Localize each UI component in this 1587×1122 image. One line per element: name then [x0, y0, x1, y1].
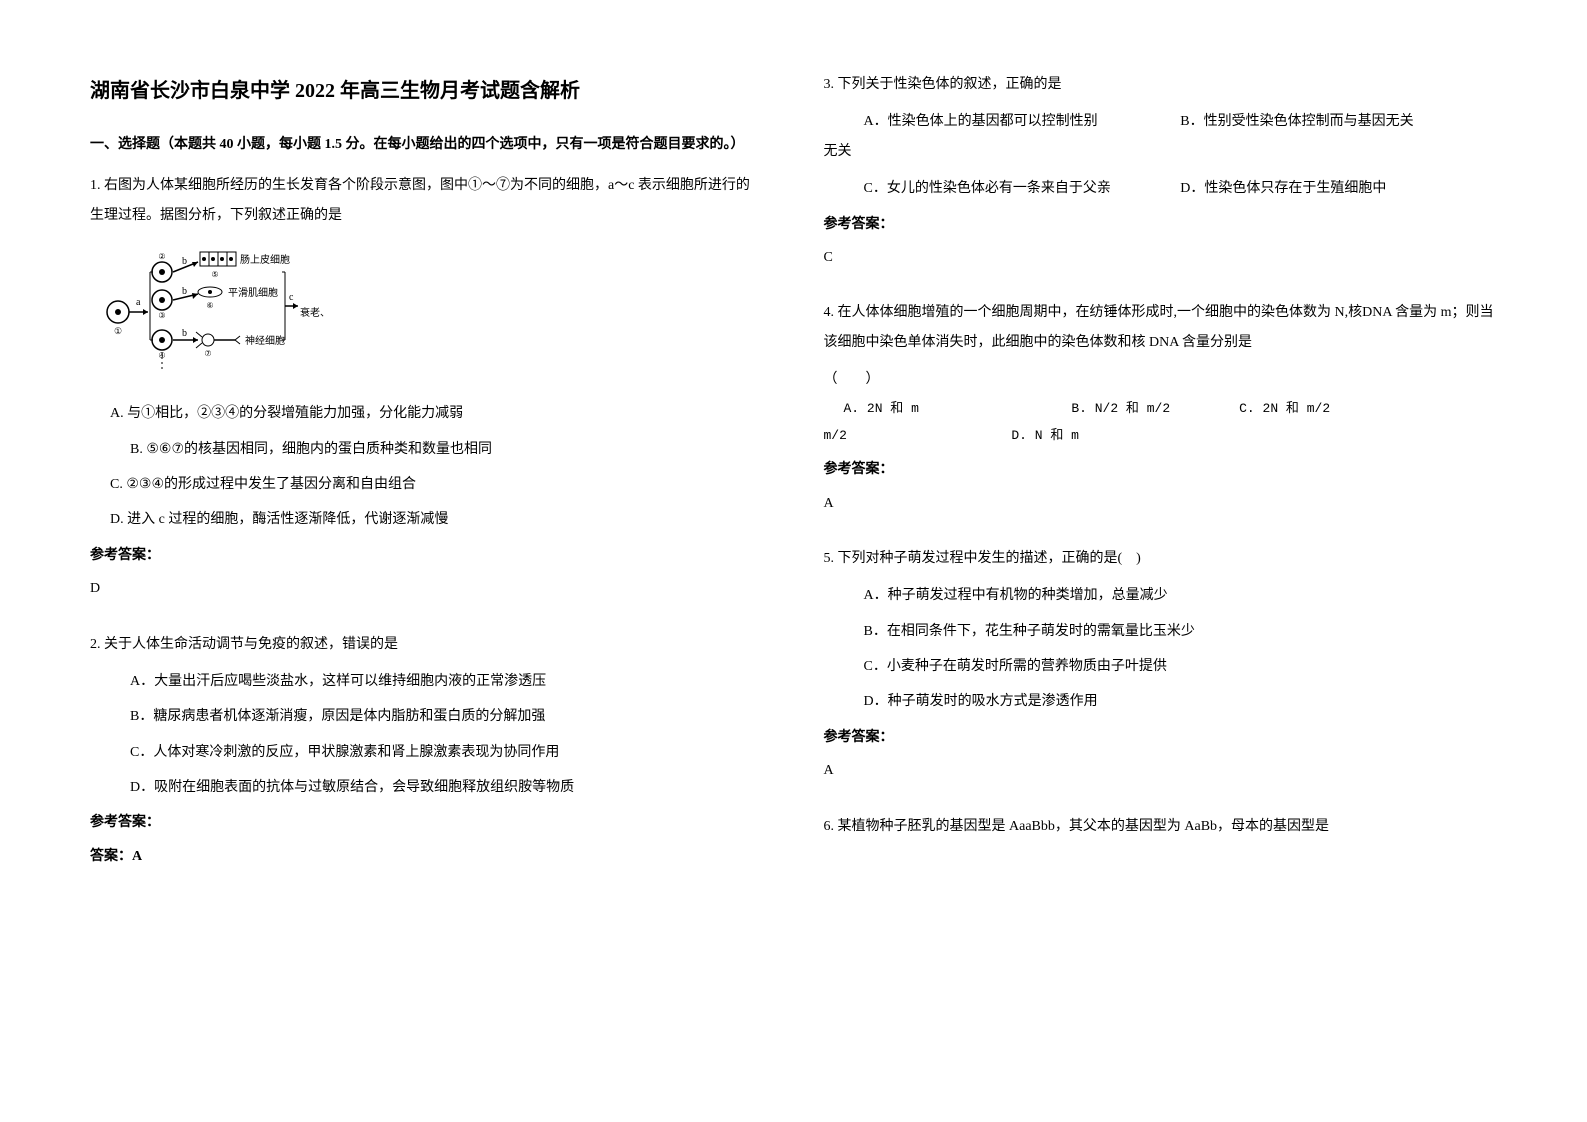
- q2-answer-label: 参考答案：: [90, 808, 764, 837]
- q3-options-row1: A．性染色体上的基因都可以控制性别 B．性别受性染色体控制而与基因无关: [824, 107, 1498, 136]
- q4-text: 4. 在人体体细胞增殖的一个细胞周期中，在纺锤体形成时,一个细胞中的染色体数为 …: [824, 298, 1498, 357]
- q2-text: 2. 关于人体生命活动调节与免疫的叙述，错误的是: [90, 630, 764, 659]
- q3-option-a: A．性染色体上的基因都可以控制性别: [864, 107, 1181, 136]
- q2-option-a: A．大量出汗后应喝些淡盐水，这样可以维持细胞内液的正常渗透压: [90, 667, 764, 696]
- q1-option-c: C. ②③④的形成过程中发生了基因分离和自由组合: [90, 470, 764, 499]
- q3-option-c: C．女儿的性染色体必有一条来自于父亲: [864, 174, 1181, 203]
- q4-options-line2: m/2 D. N 和 m: [824, 422, 1498, 449]
- q1-answer-label: 参考答案：: [90, 541, 764, 570]
- question-6: 6. 某植物种子胚乳的基因型是 AaaBbb，其父本的基因型为 AaBb，母本的…: [824, 812, 1498, 849]
- q1-option-a: A. 与①相比，②③④的分裂增殖能力加强，分化能力减弱: [90, 399, 764, 428]
- q3-answer: C: [824, 243, 1498, 272]
- svg-text:⑤: ⑤: [211, 270, 218, 279]
- svg-text:⑦: ⑦: [204, 349, 211, 358]
- q4-option-a: A. 2N 和 m: [844, 395, 1064, 422]
- q4-answer: A: [824, 489, 1498, 518]
- cell-diagram-svg: ① a ② ③ ④: [100, 242, 330, 377]
- page-title: 湖南省长沙市白泉中学 2022 年高三生物月考试题含解析: [90, 70, 764, 112]
- label-aging: 衰老、死亡: [300, 306, 330, 319]
- q3-answer-label: 参考答案：: [824, 210, 1498, 239]
- right-column: 3. 下列关于性染色体的叙述，正确的是 A．性染色体上的基因都可以控制性别 B．…: [824, 70, 1498, 1052]
- q4-options: A. 2N 和 m B. N/2 和 m/2 C. 2N 和 m/2: [824, 395, 1498, 422]
- q5-option-a: A．种子萌发过程中有机物的种类增加，总量减少: [824, 581, 1498, 610]
- label-c: c: [289, 292, 294, 303]
- label-intestinal: 肠上皮细胞: [240, 253, 290, 266]
- label-smooth-muscle: 平滑肌细胞: [228, 286, 278, 299]
- svg-text:①: ①: [114, 326, 122, 336]
- q5-option-d: D．种子萌发时的吸水方式是渗透作用: [824, 687, 1498, 716]
- q3-option-d: D．性染色体只存在于生殖细胞中: [1180, 174, 1497, 203]
- label-a: a: [136, 297, 141, 308]
- label-b3: b: [182, 328, 187, 339]
- question-2: 2. 关于人体生命活动调节与免疫的叙述，错误的是 A．大量出汗后应喝些淡盐水，这…: [90, 630, 764, 884]
- q2-option-c: C．人体对寒冷刺激的反应，甲状腺激素和肾上腺激素表现为协同作用: [90, 738, 764, 767]
- question-5: 5. 下列对种子萌发过程中发生的描述，正确的是( ) A．种子萌发过程中有机物的…: [824, 544, 1498, 798]
- q3-options-row2: C．女儿的性染色体必有一条来自于父亲 D．性染色体只存在于生殖细胞中: [824, 174, 1498, 203]
- q4-answer-label: 参考答案：: [824, 455, 1498, 484]
- q4-option-b: B. N/2 和 m/2: [1071, 395, 1231, 422]
- question-4: 4. 在人体体细胞增殖的一个细胞周期中，在纺锤体形成时,一个细胞中的染色体数为 …: [824, 298, 1498, 530]
- question-1: 1. 右图为人体某细胞所经历的生长发育各个阶段示意图，图中①～⑦为不同的细胞，a…: [90, 171, 764, 615]
- q1-option-b: B. ⑤⑥⑦的核基因相同，细胞内的蛋白质种类和数量也相同: [90, 435, 764, 464]
- q3-text: 3. 下列关于性染色体的叙述，正确的是: [824, 70, 1498, 99]
- label-b1: b: [182, 256, 187, 267]
- q5-answer-label: 参考答案：: [824, 723, 1498, 752]
- q5-answer: A: [824, 756, 1498, 785]
- svg-text:③: ③: [158, 311, 165, 320]
- label-b2: b: [182, 286, 187, 297]
- q3-row1-tail: 无关: [824, 137, 1498, 166]
- q5-text: 5. 下列对种子萌发过程中发生的描述，正确的是( ): [824, 544, 1498, 573]
- q5-option-b: B．在相同条件下，花生种子萌发时的需氧量比玉米少: [824, 617, 1498, 646]
- svg-text:②: ②: [158, 252, 165, 261]
- q1-option-d: D. 进入 c 过程的细胞，酶活性逐渐降低，代谢逐渐减慢: [90, 505, 764, 534]
- label-neuron: 神经细胞: [245, 334, 285, 347]
- q4-option-d: D. N 和 m: [1011, 428, 1079, 443]
- q1-diagram: ① a ② ③ ④: [100, 242, 330, 377]
- question-3: 3. 下列关于性染色体的叙述，正确的是 A．性染色体上的基因都可以控制性别 B．…: [824, 70, 1498, 284]
- q4-paren: （ ）: [824, 365, 1498, 394]
- section-1-header: 一、选择题（本题共 40 小题，每小题 1.5 分。在每小题给出的四个选项中，只…: [90, 130, 764, 159]
- q4-option-c: C. 2N 和 m/2: [1239, 395, 1330, 422]
- q2-option-b: B．糖尿病患者机体逐渐消瘦，原因是体内脂肪和蛋白质的分解加强: [90, 702, 764, 731]
- q2-option-d: D．吸附在细胞表面的抗体与过敏原结合，会导致细胞释放组织胺等物质: [90, 773, 764, 802]
- page-container: 湖南省长沙市白泉中学 2022 年高三生物月考试题含解析 一、选择题（本题共 4…: [90, 70, 1497, 1052]
- q1-answer: D: [90, 574, 764, 603]
- q2-answer: 答案：A: [90, 842, 764, 871]
- left-column: 湖南省长沙市白泉中学 2022 年高三生物月考试题含解析 一、选择题（本题共 4…: [90, 70, 764, 1052]
- q5-option-c: C．小麦种子在萌发时所需的营养物质由子叶提供: [824, 652, 1498, 681]
- q1-text: 1. 右图为人体某细胞所经历的生长发育各个阶段示意图，图中①～⑦为不同的细胞，a…: [90, 171, 764, 230]
- svg-text:⑥: ⑥: [206, 301, 213, 310]
- q6-text: 6. 某植物种子胚乳的基因型是 AaaBbb，其父本的基因型为 AaBb，母本的…: [824, 812, 1498, 841]
- q3-option-b: B．性别受性染色体控制而与基因无关: [1180, 107, 1497, 136]
